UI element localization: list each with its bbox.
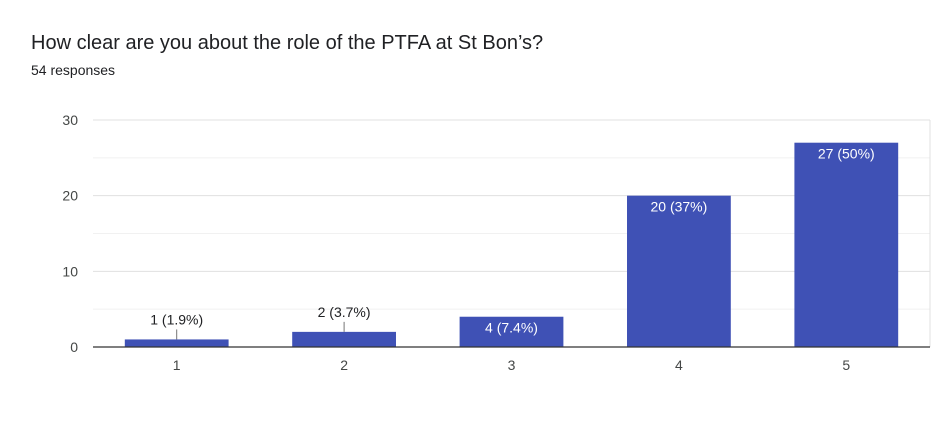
bars — [124, 142, 899, 347]
data-label: 1 (1.9%) — [150, 311, 203, 327]
bar-3 — [459, 316, 564, 347]
data-label: 20 (37%) — [650, 199, 707, 215]
x-tick-label: 3 — [508, 357, 516, 373]
question-title: How clear are you about the role of the … — [31, 32, 544, 54]
y-tick-label: 20 — [62, 188, 78, 204]
gridlines — [93, 119, 931, 347]
response-count: 54 responses — [31, 62, 116, 78]
bar-1 — [124, 339, 229, 347]
data-label: 4 (7.4%) — [485, 320, 538, 336]
data-label: 2 (3.7%) — [318, 304, 371, 320]
data-label: 27 (50%) — [818, 146, 875, 162]
bar-5 — [794, 142, 899, 347]
y-tick-label: 30 — [62, 112, 78, 128]
x-axis-ticks: 1 2 3 4 5 — [173, 357, 851, 373]
x-tick-label: 4 — [675, 357, 683, 373]
y-tick-label: 0 — [70, 339, 78, 355]
x-tick-label: 2 — [340, 357, 348, 373]
bar-2 — [292, 331, 396, 347]
x-tick-label: 5 — [842, 357, 850, 373]
bar-4 — [627, 195, 731, 347]
data-labels: 1 (1.9%) 2 (3.7%) 4 (7.4%) 20 (37%) 27 (50%) — [150, 146, 875, 340]
y-axis-ticks: 0 10 20 30 — [62, 112, 78, 355]
x-tick-label: 1 — [173, 357, 181, 373]
y-tick-label: 10 — [62, 263, 78, 279]
